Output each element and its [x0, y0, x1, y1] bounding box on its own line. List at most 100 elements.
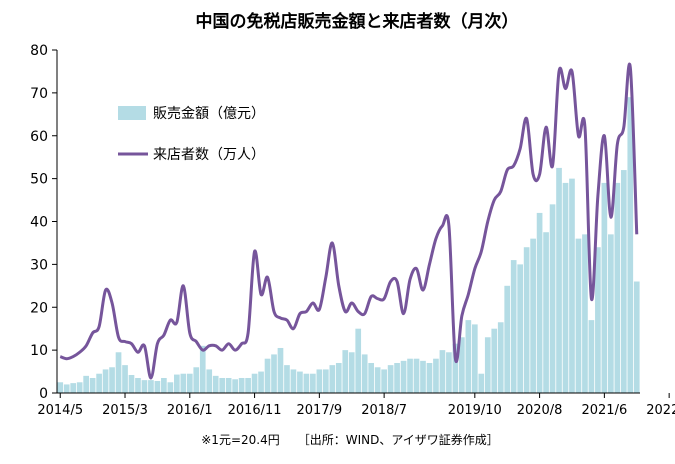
- bar: [620, 170, 627, 393]
- bar: [89, 377, 96, 393]
- bar: [549, 204, 556, 393]
- bar: [471, 324, 478, 393]
- bar: [614, 182, 621, 393]
- bar: [595, 247, 601, 393]
- bar: [562, 182, 569, 393]
- footnote: ※1元=20.4円 ［出所：WIND、アイザワ証券作成］: [201, 432, 499, 447]
- bar: [374, 367, 381, 393]
- bar: [219, 377, 226, 393]
- bar: [199, 345, 206, 393]
- legend-bar-swatch: [118, 106, 146, 120]
- y-tick-label: 30: [30, 257, 48, 273]
- bar: [394, 362, 400, 393]
- bar: [290, 369, 297, 393]
- bar: [348, 352, 355, 393]
- bar: [523, 247, 530, 393]
- bar: [161, 377, 167, 393]
- bar: [536, 212, 543, 393]
- bar: [543, 232, 549, 393]
- bar: [102, 369, 109, 393]
- bar: [582, 234, 588, 393]
- bar: [193, 367, 200, 393]
- bar: [186, 373, 193, 393]
- bar: [465, 320, 472, 393]
- legend-bar-label: 販売金額（億元）: [153, 106, 265, 122]
- bar: [148, 380, 154, 393]
- bar: [491, 328, 498, 393]
- bar: [381, 369, 387, 393]
- bar: [342, 350, 349, 394]
- bar: [484, 337, 491, 393]
- line-series: [59, 62, 639, 380]
- y-tick-label: 0: [39, 386, 48, 402]
- bar: [303, 373, 310, 393]
- bar: [452, 343, 459, 393]
- bar: [329, 365, 336, 393]
- x-tick-label: 2017/9: [296, 403, 342, 418]
- bar: [400, 360, 407, 393]
- bar: [180, 373, 187, 393]
- bar: [284, 365, 290, 393]
- bar: [135, 377, 141, 393]
- bar: [96, 373, 102, 393]
- bar: [407, 358, 413, 393]
- bar: [251, 373, 258, 393]
- y-tick-label: 40: [30, 215, 48, 231]
- axes: 0 10 20 30 40 50 60 70 80 2014/5 2015/3 2016/1 2016/…: [30, 43, 675, 418]
- x-tick-label: 2014/5: [37, 403, 83, 418]
- bar: [128, 374, 135, 393]
- bar: [426, 362, 433, 393]
- y-tick-label: 20: [30, 300, 48, 316]
- bar: [109, 367, 115, 393]
- x-tick-label: 2016/1: [167, 403, 213, 418]
- bar: [277, 347, 284, 393]
- bar: [439, 350, 446, 394]
- bar: [556, 167, 562, 393]
- bar: [206, 369, 213, 393]
- bar: [115, 352, 122, 393]
- bar: [258, 371, 264, 393]
- bar: [413, 358, 420, 393]
- bar: [387, 365, 394, 393]
- bar: [141, 380, 148, 393]
- bar: [174, 374, 180, 393]
- bar: [335, 362, 342, 393]
- bar: [601, 182, 608, 393]
- bar: [361, 354, 368, 393]
- bar: [167, 382, 174, 393]
- legend-line-label: 来店者数（万人）: [153, 147, 265, 163]
- bar: [70, 383, 77, 393]
- bar: [76, 382, 83, 393]
- bar: [627, 97, 634, 393]
- bar: [225, 377, 232, 393]
- bar: [310, 373, 316, 393]
- bar: [368, 362, 375, 393]
- bar: [420, 360, 426, 393]
- bar: [238, 377, 245, 393]
- bar: [478, 373, 485, 393]
- bar: [154, 381, 161, 393]
- bar: [355, 328, 362, 393]
- bar: [497, 322, 504, 393]
- x-tick-label: 2016/11: [228, 403, 282, 418]
- y-tick-label: 80: [30, 43, 48, 59]
- bar: [297, 371, 303, 393]
- chart-title: 中国の免税店販売金額と来店者数（月次）: [196, 11, 519, 32]
- bar: [504, 285, 511, 393]
- x-tick-label: 2020/8: [517, 403, 563, 418]
- bar-series: [57, 97, 640, 394]
- x-tick-label: 2022/4: [646, 403, 675, 418]
- bar: [245, 377, 251, 393]
- bar: [510, 260, 517, 393]
- bar: [57, 382, 64, 393]
- bar: [264, 358, 271, 393]
- y-tick-label: 60: [30, 129, 48, 145]
- bar: [322, 369, 329, 393]
- x-tick-label: 2019/10: [448, 403, 502, 418]
- x-tick-label: 2018/7: [361, 403, 407, 418]
- legend: 販売金額（億元） 来店者数（万人）: [118, 106, 265, 163]
- x-tick-label: 2015/3: [102, 403, 148, 418]
- bar: [608, 234, 614, 393]
